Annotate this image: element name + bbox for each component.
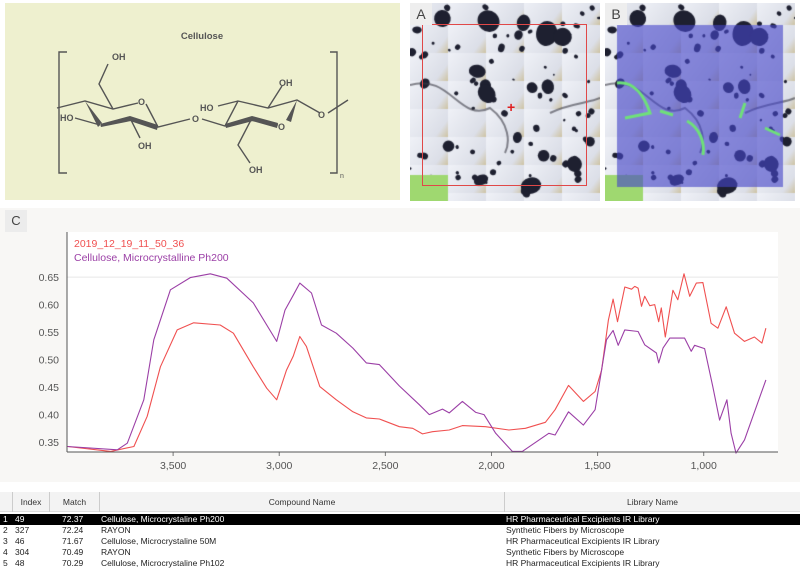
cellulose-structure-diagram: Cellulose OH HO OH O O HO OH O O OH n [56, 31, 349, 180]
column-header-compound-name[interactable]: Compound Name [100, 492, 505, 512]
microscope-image-a[interactable]: + A [410, 3, 600, 201]
cellulose-structure-panel: Cellulose OH HO OH O O HO OH O O OH n [5, 3, 400, 200]
y-tick-label: 0.35 [39, 437, 60, 449]
svg-text:O: O [138, 97, 145, 107]
left-bracket [58, 51, 67, 174]
column-header-library-name[interactable]: Library Name [626, 497, 679, 507]
y-tick-label: 0.45 [39, 382, 60, 394]
cell-library-name: HR Pharmaceutical Excipients IR Library [506, 558, 660, 568]
table-header: Index Match Compound Name Library Name [0, 492, 800, 512]
x-tick-label: 1,500 [584, 460, 610, 472]
crosshair-marker-icon[interactable]: + [507, 99, 516, 115]
legend-entry-reference: Cellulose, Microcrystalline Ph200 [74, 252, 229, 264]
cell-library-name: Synthetic Fibers by Microscope [506, 547, 625, 557]
x-tick-label: 1,000 [691, 460, 717, 472]
row-number: 4 [3, 547, 8, 557]
y-tick-label: 0.40 [39, 410, 60, 422]
sample-spectrum-line [67, 273, 767, 452]
cell-index: 46 [15, 536, 25, 546]
plot-area [67, 232, 778, 452]
svg-text:O: O [278, 122, 285, 132]
svg-text:O: O [318, 110, 325, 120]
x-tick-label: 2,500 [372, 460, 398, 472]
cell-match: 71.67 [62, 536, 84, 546]
molecule-title: Cellulose [181, 31, 223, 42]
legend-entry-sample: 2019_12_19_11_50_36 [74, 238, 184, 250]
panel-label-b: B [605, 3, 627, 25]
cell-match: 70.49 [62, 547, 84, 557]
cell-library-name: Synthetic Fibers by Microscope [506, 525, 625, 535]
svg-text:HO: HO [200, 103, 214, 113]
column-header-index[interactable]: Index [13, 492, 50, 512]
chemical-map-image [605, 3, 795, 201]
panel-label-c: C [5, 210, 27, 232]
spectrum-panel: C 0.35 0.40 0.45 0.50 0.55 0.60 0.65 3,500 3,000… [0, 208, 800, 482]
panel-label-a: A [410, 3, 432, 25]
y-tick-label: 0.65 [39, 272, 60, 284]
right-bracket [330, 51, 338, 174]
row-number: 2 [3, 525, 8, 535]
table-row[interactable]: 3 46 71.67 Cellulose, Microcrystaline 50M HR… [0, 536, 800, 547]
search-results-table: Index Match Compound Name Library Name 1… [0, 490, 800, 570]
cell-match: 72.24 [62, 525, 84, 535]
microscope-image-b[interactable]: B [605, 3, 795, 201]
cell-match: 72.37 [62, 514, 84, 524]
table-row[interactable]: 1 49 72.37 Cellulose, Microcrystaline Ph200… [0, 514, 800, 525]
row-number: 1 [3, 514, 8, 524]
cell-compound-name: Cellulose, Microcrystaline 50M [101, 536, 217, 546]
table-row[interactable]: 2 327 72.24 RAYON Synthetic Fibers by Micros… [0, 525, 800, 536]
selection-rectangle[interactable] [422, 24, 587, 186]
svg-text:OH: OH [112, 52, 126, 62]
x-tick-label: 3,500 [160, 460, 186, 472]
column-header-match[interactable]: Match [50, 492, 100, 512]
microscope-mosaic-image [410, 3, 600, 201]
row-number: 3 [3, 536, 8, 546]
cell-compound-name: RAYON [101, 547, 131, 557]
x-tick-label: 2,000 [478, 460, 504, 472]
y-tick-label: 0.60 [39, 300, 60, 312]
cell-index: 49 [15, 514, 25, 524]
svg-text:OH: OH [138, 141, 152, 151]
cell-compound-name: Cellulose, Microcrystaline Ph102 [101, 558, 225, 568]
x-tick-label: 3,000 [266, 460, 292, 472]
row-number: 5 [3, 558, 8, 568]
y-tick-label: 0.50 [39, 355, 60, 367]
svg-text:OH: OH [249, 165, 263, 175]
cell-index: 327 [15, 525, 30, 535]
svg-text:n: n [340, 173, 344, 180]
reference-spectrum-line [67, 273, 767, 454]
spectrum-chart[interactable]: 0.35 0.40 0.45 0.50 0.55 0.60 0.65 3,500 3,000 2,… [0, 208, 800, 482]
table-row[interactable]: 5 48 70.29 Cellulose, Microcrystaline Ph102… [0, 558, 800, 569]
cell-compound-name: Cellulose, Microcrystaline Ph200 [101, 514, 225, 524]
table-row[interactable]: 4 304 70.49 RAYON Synthetic Fibers by Micros… [0, 547, 800, 558]
cell-index: 304 [15, 547, 30, 557]
svg-text:OH: OH [279, 78, 293, 88]
cell-library-name: HR Pharmaceutical Excipients IR Library [506, 514, 660, 524]
cell-compound-name: RAYON [101, 525, 131, 535]
cell-index: 48 [15, 558, 25, 568]
svg-text:HO: HO [60, 113, 74, 123]
y-tick-label: 0.55 [39, 327, 60, 339]
svg-text:O: O [192, 114, 199, 124]
cell-library-name: HR Pharmaceutical Excipients IR Library [506, 536, 660, 546]
cell-match: 70.29 [62, 558, 84, 568]
